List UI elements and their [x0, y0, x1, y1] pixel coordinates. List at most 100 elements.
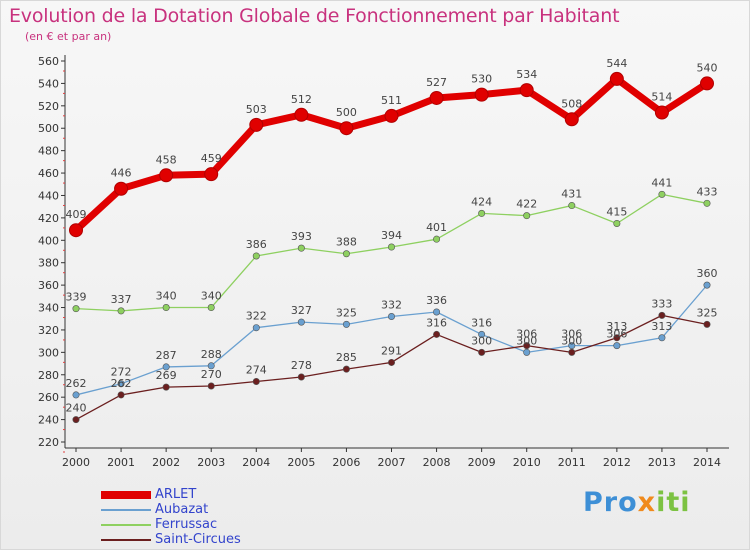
- data-label-aubazat-2010: 300: [516, 334, 537, 347]
- point-arlet-2002: [159, 168, 174, 183]
- data-label-aubazat-2013: 313: [651, 320, 672, 333]
- data-label-ferrussac-2004: 386: [246, 238, 267, 251]
- y-tick-label-500: 500: [38, 122, 59, 135]
- point-ferrussac-2007: [387, 243, 395, 251]
- point-arlet-2013: [654, 105, 669, 120]
- data-label-saint-circues-2006: 285: [336, 351, 357, 364]
- data-label-arlet-2008: 527: [426, 76, 447, 89]
- data-label-aubazat-2009: 316: [471, 316, 492, 329]
- legend-item-ferrussac[interactable]: Ferrussac: [101, 517, 321, 532]
- point-ferrussac-2006: [342, 250, 350, 258]
- data-label-saint-circues-2004: 274: [246, 363, 267, 376]
- data-label-arlet-2000: 409: [66, 208, 87, 221]
- data-label-arlet-2002: 458: [156, 153, 177, 166]
- legend: ARLET Aubazat Ferrussac Saint-Circues: [101, 487, 321, 547]
- data-label-ferrussac-2010: 422: [516, 198, 537, 211]
- y-tick-label-400: 400: [38, 234, 59, 247]
- x-tick-label-2000: 2000: [62, 456, 90, 469]
- point-arlet-2011: [564, 112, 579, 127]
- point-saint-circues-2012: [613, 334, 621, 342]
- point-saint-circues-2006: [342, 365, 350, 373]
- point-aubazat-2014: [703, 281, 711, 289]
- point-ferrussac-2004: [252, 252, 260, 260]
- x-tick-label-2009: 2009: [468, 456, 496, 469]
- data-label-saint-circues-2012: 313: [606, 320, 627, 333]
- legend-item-arlet[interactable]: ARLET: [101, 487, 321, 502]
- point-arlet-2014: [700, 76, 714, 91]
- point-aubazat-2006: [342, 320, 350, 328]
- data-label-saint-circues-2008: 316: [426, 316, 447, 329]
- legend-label-ferrussac: Ferrussac: [155, 517, 218, 532]
- y-tick-label-440: 440: [38, 189, 59, 202]
- data-label-aubazat-2005: 327: [291, 304, 312, 317]
- data-label-aubazat-2004: 322: [246, 310, 267, 323]
- logo-part-2: x: [637, 487, 657, 518]
- point-arlet-2009: [474, 87, 489, 102]
- point-aubazat-2003: [207, 362, 215, 370]
- proxiti-logo[interactable]: Proxiti: [583, 487, 691, 518]
- data-label-saint-circues-2005: 278: [291, 359, 312, 372]
- data-label-arlet-2013: 514: [651, 91, 672, 104]
- data-label-ferrussac-2006: 388: [336, 236, 357, 249]
- point-aubazat-2012: [613, 342, 621, 350]
- point-ferrussac-2011: [568, 202, 576, 210]
- point-saint-circues-2005: [297, 373, 305, 381]
- y-tick-label-540: 540: [38, 77, 59, 90]
- x-tick-label-2004: 2004: [242, 456, 270, 469]
- y-tick-label-240: 240: [38, 414, 59, 427]
- data-label-aubazat-2014: 360: [697, 267, 718, 280]
- point-aubazat-2002: [162, 363, 170, 371]
- x-tick-label-2006: 2006: [332, 456, 360, 469]
- x-tick-label-2005: 2005: [287, 456, 315, 469]
- legend-label-arlet: ARLET: [155, 487, 197, 502]
- point-ferrussac-2005: [297, 244, 305, 252]
- chart-title: Evolution de la Dotation Globale de Fonc…: [9, 5, 620, 27]
- data-label-aubazat-2003: 288: [201, 348, 222, 361]
- legend-swatch-arlet: [101, 491, 151, 499]
- point-arlet-2008: [429, 90, 444, 105]
- data-label-ferrussac-2008: 401: [426, 221, 447, 234]
- point-saint-circues-2008: [433, 330, 441, 338]
- data-label-aubazat-2012: 306: [606, 328, 627, 341]
- x-tick-label-2001: 2001: [107, 456, 135, 469]
- x-tick-label-2002: 2002: [152, 456, 180, 469]
- point-arlet-2010: [519, 83, 534, 98]
- point-aubazat-2007: [387, 312, 395, 320]
- data-label-ferrussac-2000: 339: [66, 291, 87, 304]
- point-ferrussac-2014: [703, 199, 711, 207]
- data-label-saint-circues-2002: 269: [156, 369, 177, 382]
- logo-part-3: iti: [656, 487, 691, 518]
- y-tick-label-320: 320: [38, 324, 59, 337]
- data-label-arlet-2004: 503: [246, 103, 267, 116]
- x-tick-label-2013: 2013: [648, 456, 676, 469]
- point-saint-circues-2013: [658, 311, 666, 319]
- data-label-aubazat-2001: 272: [111, 366, 132, 379]
- y-tick-label-280: 280: [38, 369, 59, 382]
- point-aubazat-2008: [433, 308, 441, 316]
- data-label-saint-circues-2009: 300: [471, 334, 492, 347]
- point-aubazat-2013: [658, 334, 666, 342]
- data-label-ferrussac-2009: 424: [471, 195, 492, 208]
- point-ferrussac-2000: [72, 305, 80, 313]
- y-tick-label-560: 560: [38, 55, 59, 68]
- point-saint-circues-2001: [117, 391, 125, 399]
- point-saint-circues-2004: [252, 377, 260, 385]
- data-label-ferrussac-2011: 431: [561, 188, 582, 201]
- x-tick-label-2011: 2011: [558, 456, 586, 469]
- legend-item-aubazat[interactable]: Aubazat: [101, 502, 321, 517]
- legend-item-saint-circues[interactable]: Saint-Circues: [101, 532, 321, 547]
- legend-label-saint-circues: Saint-Circues: [155, 532, 241, 547]
- point-aubazat-2005: [297, 318, 305, 326]
- point-saint-circues-2011: [568, 348, 576, 356]
- data-label-arlet-2005: 512: [291, 93, 312, 106]
- data-label-arlet-2010: 534: [516, 68, 537, 81]
- x-tick-label-2003: 2003: [197, 456, 225, 469]
- data-label-aubazat-2006: 325: [336, 306, 357, 319]
- point-aubazat-2009: [478, 330, 486, 338]
- data-label-saint-circues-2011: 300: [561, 334, 582, 347]
- logo-part-1: Pro: [583, 487, 638, 518]
- legend-label-aubazat: Aubazat: [155, 502, 209, 517]
- data-label-arlet-2014: 540: [697, 61, 718, 74]
